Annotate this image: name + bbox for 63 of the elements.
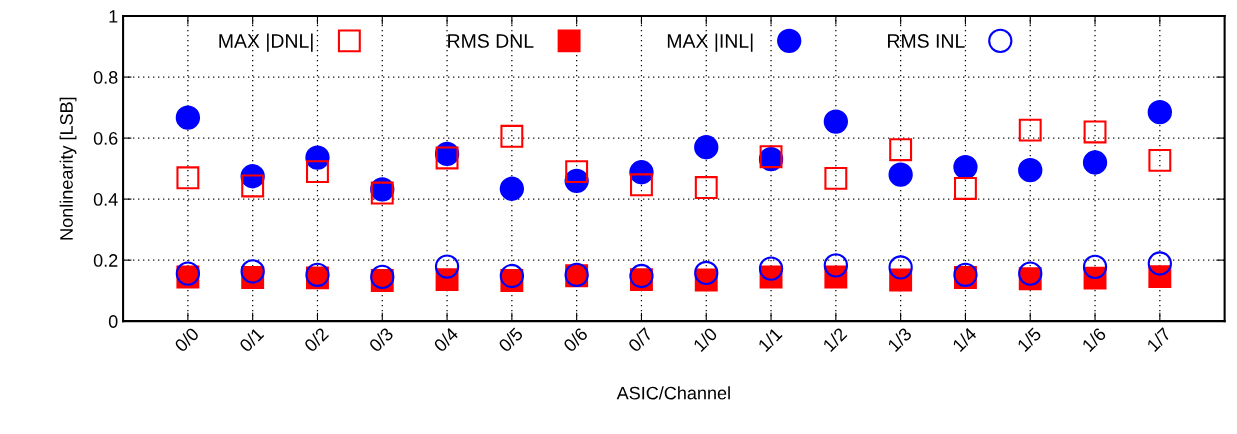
point bbox=[1082, 254, 1108, 279]
point bbox=[435, 146, 459, 170]
point bbox=[758, 256, 784, 281]
x-tick-label: 1/4 bbox=[951, 326, 978, 353]
point bbox=[889, 138, 913, 162]
point bbox=[240, 259, 265, 284]
legend-label: MAX |INL| bbox=[667, 33, 753, 52]
point bbox=[499, 176, 525, 201]
point bbox=[630, 173, 653, 197]
y-tick-label: 0.4 bbox=[93, 193, 118, 206]
point bbox=[1018, 157, 1043, 183]
point bbox=[434, 254, 460, 279]
point bbox=[953, 154, 978, 180]
point bbox=[499, 263, 525, 289]
point bbox=[1083, 120, 1107, 144]
point bbox=[824, 166, 848, 190]
point bbox=[1082, 150, 1108, 175]
y-tick-label: 0.6 bbox=[93, 132, 118, 145]
x-tick-label: 1/5 bbox=[1016, 326, 1043, 353]
point bbox=[1018, 118, 1042, 142]
x-tick-label: 0/1 bbox=[238, 326, 265, 353]
x-tick-label: 0/4 bbox=[432, 326, 459, 353]
x-tick-label: 1/7 bbox=[1145, 326, 1172, 353]
x-tick-label: 1/0 bbox=[692, 326, 719, 353]
x-tick-label: 0/2 bbox=[303, 326, 330, 353]
point bbox=[241, 174, 265, 198]
point bbox=[694, 135, 719, 160]
point bbox=[1148, 148, 1172, 172]
legend-label: RMS DNL bbox=[448, 34, 534, 48]
y-tick-label: 0 bbox=[108, 315, 118, 328]
legend-label: MAX |DNL| bbox=[219, 33, 313, 52]
point bbox=[694, 176, 718, 199]
y-axis-title: Nonlinearity [LSB] bbox=[59, 97, 77, 240]
x-tick-label: 0/6 bbox=[562, 326, 589, 353]
x-tick-label: 0/5 bbox=[497, 326, 524, 353]
point bbox=[823, 253, 848, 278]
point bbox=[370, 264, 395, 290]
legend-label: RMS INL bbox=[888, 34, 965, 48]
point bbox=[1018, 261, 1043, 286]
point bbox=[888, 162, 913, 187]
x-tick-label: 1/3 bbox=[886, 326, 913, 353]
point bbox=[953, 176, 977, 200]
point bbox=[629, 263, 654, 289]
x-tick-label: 0/0 bbox=[173, 326, 200, 353]
point bbox=[1147, 251, 1172, 276]
point bbox=[176, 166, 200, 190]
x-axis-title: ASIC/Channel bbox=[616, 386, 730, 400]
x-tick-label: 0/3 bbox=[367, 326, 395, 353]
y-tick-label: 1 bbox=[109, 10, 118, 23]
y-tick-label: 0.8 bbox=[93, 71, 118, 84]
y-tick-label: 0.2 bbox=[93, 254, 118, 267]
point bbox=[694, 260, 719, 286]
point bbox=[1147, 100, 1172, 125]
x-tick-label: 0/7 bbox=[627, 326, 654, 353]
point bbox=[565, 160, 589, 184]
x-tick-label: 1/1 bbox=[757, 326, 783, 353]
point bbox=[823, 109, 848, 134]
x-tick-label: 1/6 bbox=[1081, 326, 1107, 353]
x-tick-label: 1/2 bbox=[822, 326, 848, 353]
point bbox=[306, 160, 329, 184]
point bbox=[888, 255, 913, 280]
point bbox=[175, 105, 201, 130]
point bbox=[500, 124, 524, 148]
